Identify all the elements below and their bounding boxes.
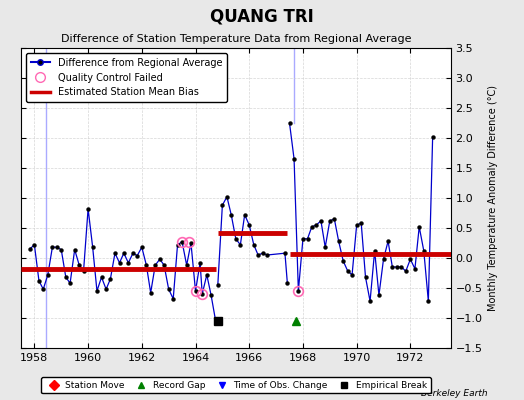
Text: QUANG TRI: QUANG TRI <box>210 8 314 26</box>
Title: Difference of Station Temperature Data from Regional Average: Difference of Station Temperature Data f… <box>61 34 411 44</box>
Legend: Station Move, Record Gap, Time of Obs. Change, Empirical Break: Station Move, Record Gap, Time of Obs. C… <box>41 377 431 394</box>
Y-axis label: Monthly Temperature Anomaly Difference (°C): Monthly Temperature Anomaly Difference (… <box>488 85 498 311</box>
Text: Berkeley Earth: Berkeley Earth <box>421 389 487 398</box>
Legend: Difference from Regional Average, Quality Control Failed, Estimated Station Mean: Difference from Regional Average, Qualit… <box>26 53 227 102</box>
